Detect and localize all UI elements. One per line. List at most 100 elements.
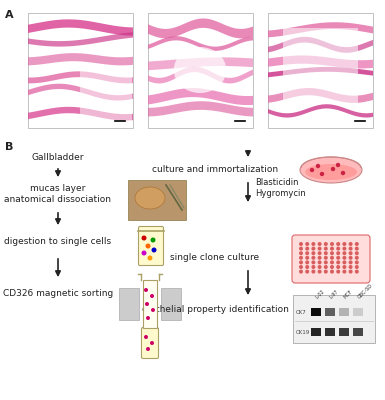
Circle shape — [299, 256, 303, 260]
Text: culture and immortalization: culture and immortalization — [152, 166, 278, 174]
Polygon shape — [28, 71, 133, 83]
Text: L-02: L-02 — [315, 289, 326, 300]
Circle shape — [144, 335, 148, 339]
Circle shape — [336, 265, 340, 269]
Circle shape — [355, 246, 359, 250]
Circle shape — [342, 251, 346, 255]
Bar — [311, 328, 321, 336]
Polygon shape — [268, 88, 373, 103]
Bar — [353, 328, 363, 336]
Circle shape — [146, 316, 150, 320]
Circle shape — [318, 270, 321, 274]
Circle shape — [142, 236, 147, 240]
Circle shape — [299, 265, 303, 269]
Circle shape — [348, 251, 353, 255]
Polygon shape — [28, 53, 133, 65]
Circle shape — [330, 265, 334, 269]
Circle shape — [318, 242, 321, 246]
Text: A: A — [5, 10, 13, 20]
Circle shape — [299, 251, 303, 255]
FancyBboxPatch shape — [292, 235, 370, 283]
FancyBboxPatch shape — [139, 226, 164, 266]
Circle shape — [324, 270, 328, 274]
Circle shape — [152, 248, 156, 252]
Text: B: B — [5, 142, 13, 152]
Circle shape — [348, 256, 353, 260]
Circle shape — [342, 256, 346, 260]
Circle shape — [324, 265, 328, 269]
Circle shape — [150, 294, 154, 298]
Circle shape — [348, 242, 353, 246]
Bar — [339, 328, 349, 336]
Circle shape — [318, 265, 321, 269]
Circle shape — [348, 260, 353, 264]
Text: GBC-SD: GBC-SD — [357, 283, 374, 300]
Circle shape — [330, 251, 334, 255]
Bar — [80, 70, 132, 127]
Circle shape — [311, 246, 315, 250]
Circle shape — [311, 242, 315, 246]
Bar — [325, 328, 335, 336]
Circle shape — [324, 251, 328, 255]
Circle shape — [355, 251, 359, 255]
Circle shape — [355, 242, 359, 246]
Circle shape — [311, 265, 315, 269]
Circle shape — [348, 265, 353, 269]
Circle shape — [299, 270, 303, 274]
Circle shape — [348, 270, 353, 274]
Bar — [28, 13, 133, 128]
Text: digestion to single cells: digestion to single cells — [5, 238, 112, 246]
Circle shape — [310, 168, 314, 172]
Text: single clone culture: single clone culture — [171, 254, 259, 262]
Circle shape — [336, 163, 340, 167]
Circle shape — [316, 164, 320, 168]
Bar — [353, 308, 363, 316]
Circle shape — [330, 270, 334, 274]
Polygon shape — [28, 84, 133, 100]
Polygon shape — [28, 107, 133, 120]
Circle shape — [305, 251, 309, 255]
FancyBboxPatch shape — [142, 328, 159, 358]
Circle shape — [311, 251, 315, 255]
Circle shape — [330, 242, 334, 246]
Circle shape — [151, 308, 155, 312]
Polygon shape — [148, 36, 253, 51]
Circle shape — [324, 260, 328, 264]
Circle shape — [336, 270, 340, 274]
Circle shape — [324, 246, 328, 250]
Polygon shape — [268, 104, 373, 118]
Circle shape — [331, 167, 335, 171]
Bar — [148, 13, 253, 128]
Bar — [339, 308, 349, 316]
Polygon shape — [268, 37, 373, 53]
Circle shape — [336, 251, 340, 255]
Circle shape — [318, 251, 321, 255]
Circle shape — [348, 246, 353, 250]
Circle shape — [305, 246, 309, 250]
Bar — [268, 13, 373, 128]
Polygon shape — [148, 88, 253, 105]
Circle shape — [305, 242, 309, 246]
Circle shape — [311, 256, 315, 260]
Polygon shape — [148, 66, 253, 84]
Circle shape — [330, 260, 334, 264]
Ellipse shape — [300, 157, 362, 183]
Polygon shape — [268, 22, 373, 37]
Circle shape — [305, 270, 309, 274]
Circle shape — [299, 260, 303, 264]
Circle shape — [336, 256, 340, 260]
Text: CK19: CK19 — [296, 330, 310, 336]
Circle shape — [336, 246, 340, 250]
Circle shape — [147, 256, 152, 260]
Circle shape — [342, 270, 346, 274]
Circle shape — [324, 242, 328, 246]
Circle shape — [311, 270, 315, 274]
Circle shape — [311, 260, 315, 264]
Circle shape — [142, 250, 147, 256]
Polygon shape — [268, 67, 373, 77]
Circle shape — [342, 242, 346, 246]
Circle shape — [151, 238, 156, 242]
Text: L-97: L-97 — [329, 289, 340, 300]
Polygon shape — [28, 19, 133, 36]
Circle shape — [341, 171, 345, 175]
